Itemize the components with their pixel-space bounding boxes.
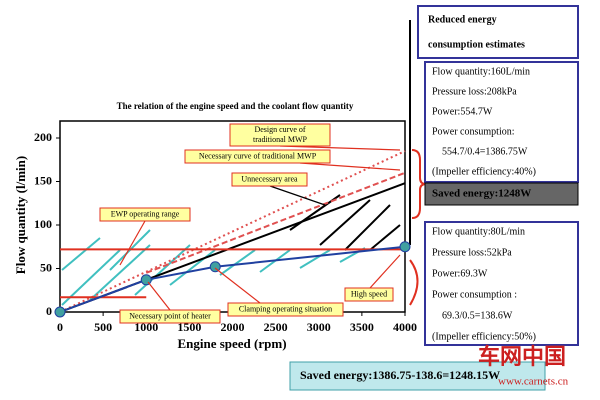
annotation-arrow — [279, 145, 401, 151]
annotation-box — [231, 172, 308, 187]
point — [399, 241, 411, 253]
y-tick-label: 0 — [46, 304, 52, 318]
panel-text: consumption estimates — [428, 39, 525, 50]
annotation-box — [229, 123, 331, 147]
hatching — [289, 194, 401, 251]
panel-text: Pressure loss:52kPa — [432, 247, 512, 258]
saved-energy-total: Saved energy:1386.75-138.6=1248.15W — [300, 368, 500, 382]
x-axis-label: Engine speed (rpm) — [177, 336, 286, 351]
x-tick-label: 500 — [94, 320, 112, 334]
panel-text: (Impeller efficiency:50%) — [432, 331, 536, 342]
y-tick-label: 200 — [34, 130, 52, 144]
panel-text: Power:554.7W — [432, 106, 493, 117]
point — [209, 261, 221, 273]
panel — [424, 182, 579, 206]
panel-text: 69.3/0.5=138.6W — [442, 310, 513, 321]
annotation-arrow — [369, 254, 401, 289]
annotation: Necessary point of heater — [129, 311, 211, 320]
series-line — [59, 150, 406, 313]
panel-text: Flow quantity:160L/min — [432, 66, 530, 77]
panel — [424, 221, 579, 346]
annotation: Necessary curve of traditional MWP — [199, 151, 317, 160]
watermark: www.carnets.cn — [498, 376, 569, 388]
annotation-box — [184, 149, 331, 164]
panel-text: Reduced energy — [428, 14, 497, 25]
panel-text: (Impeller efficiency:40%) — [432, 166, 536, 177]
y-tick-label: 150 — [34, 173, 52, 187]
y-tick-label: 100 — [34, 217, 52, 231]
brace — [409, 259, 419, 306]
annotation: EWP operating range — [111, 209, 180, 218]
annotation-arrow — [119, 220, 146, 266]
watermark: 车网中国 — [478, 344, 566, 370]
x-tick-label: 0 — [57, 320, 63, 334]
series-line — [59, 245, 406, 313]
panel — [424, 61, 579, 183]
panel-text: Flow quantity:80L/min — [432, 226, 525, 237]
brace — [411, 149, 427, 219]
annotation-box — [99, 207, 191, 222]
saved-energy: Saved energy:1248W — [432, 188, 531, 200]
annotation: Design curve of traditional MWP — [253, 125, 308, 144]
x-tick-label: 2500 — [264, 320, 288, 334]
panel-text: Pressure loss:208kPa — [432, 86, 517, 97]
panel-text: Power consumption: — [432, 126, 515, 137]
panel-text: 554.7/0.4=1386.75W — [442, 146, 528, 157]
annotation-arrow — [147, 281, 171, 311]
panel-text: Power:69.3W — [432, 268, 488, 279]
annotation-box — [227, 302, 344, 317]
y-axis-label: Flow quantity (l/min) — [13, 156, 28, 274]
annotation-box — [344, 287, 394, 302]
series-line — [145, 171, 406, 274]
annotation-box — [119, 309, 221, 324]
annotation: Clamping operating situation — [239, 304, 332, 313]
y-tick-label: 50 — [40, 260, 52, 274]
x-tick-label: 3500 — [350, 320, 374, 334]
x-tick-label: 2000 — [221, 320, 245, 334]
x-tick-label: 4000 — [393, 320, 417, 334]
panel — [289, 361, 546, 391]
annotation-arrow — [299, 162, 401, 171]
panel — [417, 5, 579, 59]
x-tick-label: 3000 — [307, 320, 331, 334]
annotation-arrow — [214, 267, 261, 304]
point — [54, 306, 66, 318]
chart-title: The relation of the engine speed and the… — [117, 101, 354, 111]
annotation: High speed — [351, 289, 387, 298]
annotation-arrow — [269, 185, 326, 206]
annotation: Unnecessary area — [241, 174, 298, 183]
panel-text: Power consumption : — [432, 289, 517, 300]
